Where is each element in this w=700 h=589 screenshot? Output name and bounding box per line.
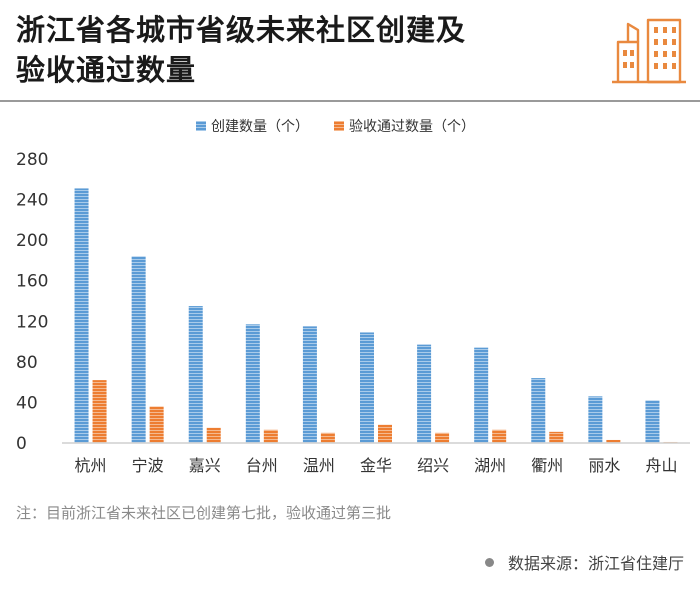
y-tick-label: 280	[16, 150, 48, 170]
bar-accepted	[149, 406, 164, 443]
x-tick-label: 绍兴	[417, 456, 449, 475]
legend-label-created: 创建数量（个）	[211, 119, 309, 135]
bar-accepted	[206, 427, 221, 443]
x-tick-label: 嘉兴	[189, 456, 221, 475]
x-tick-label: 舟山	[645, 456, 677, 475]
bar-created	[74, 188, 89, 443]
bar-accepted	[92, 380, 107, 443]
data-source-text: 数据来源：浙江省住建厅	[507, 554, 684, 573]
data-source: 数据来源：浙江省住建厅	[484, 550, 684, 574]
bar-accepted	[549, 431, 564, 443]
bar-accepted	[435, 432, 450, 443]
bar-accepted	[263, 429, 278, 443]
bar-chart: 创建数量（个） 验收通过数量（个） 0 40 80 120 160 200 240 280 杭…	[16, 119, 690, 475]
x-tick-label: 宁波	[132, 456, 164, 475]
title-divider	[0, 100, 700, 102]
bar-created	[417, 344, 432, 443]
x-tick-label: 台州	[246, 456, 278, 475]
y-tick-label: 40	[16, 393, 38, 413]
bar-accepted	[320, 432, 335, 443]
legend-label-accepted: 验收通过数量（个）	[349, 119, 475, 135]
x-tick-label: 温州	[303, 456, 335, 475]
bar-created	[302, 326, 317, 443]
legend: 创建数量（个） 验收通过数量（个）	[196, 119, 475, 135]
bar-created	[645, 400, 660, 443]
buildings-icon	[612, 18, 686, 84]
bullet-icon	[484, 557, 494, 567]
y-axis: 0 40 80 120 160 200 240 280	[16, 150, 48, 454]
y-tick-label: 240	[16, 191, 48, 211]
x-tick-label: 金华	[360, 456, 392, 475]
footnote: 注：目前浙江省未来社区已创建第七批，验收通过第三批	[16, 504, 392, 522]
y-tick-label: 80	[16, 353, 38, 373]
y-tick-label: 160	[16, 272, 48, 292]
x-tick-label: 杭州	[75, 456, 107, 475]
x-tick-label: 衢州	[531, 456, 563, 475]
title-line-2: 验收通过数量	[16, 53, 197, 87]
legend-swatch-created	[196, 121, 206, 131]
legend-swatch-accepted	[334, 121, 344, 131]
bar-accepted	[492, 429, 507, 443]
bar-created	[131, 256, 146, 443]
chart-title: 浙江省各城市省级未来社区创建及 验收通过数量	[16, 10, 576, 90]
x-axis: 杭州 宁波 嘉兴 台州 温州 金华 绍兴 湖州 衢州 丽水 舟山	[75, 456, 678, 475]
bar-created	[188, 306, 203, 443]
bar-accepted	[378, 424, 392, 443]
bars	[74, 188, 678, 443]
bar-created	[474, 347, 489, 443]
y-tick-label: 120	[16, 312, 48, 332]
bar-created	[531, 378, 546, 443]
bar-accepted	[606, 439, 621, 443]
bar-created	[360, 332, 374, 443]
x-tick-label: 丽水	[588, 456, 620, 475]
title-line-1: 浙江省各城市省级未来社区创建及	[16, 13, 467, 47]
y-tick-label: 0	[16, 434, 27, 454]
bar-created	[245, 324, 260, 443]
bar-created	[588, 396, 603, 443]
x-tick-label: 湖州	[474, 456, 506, 475]
y-tick-label: 200	[16, 231, 48, 251]
